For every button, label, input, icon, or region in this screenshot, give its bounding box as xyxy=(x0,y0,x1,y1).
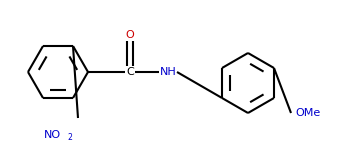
Text: NH: NH xyxy=(160,67,176,77)
Text: O: O xyxy=(126,30,134,40)
Text: 2: 2 xyxy=(67,133,72,143)
Text: C: C xyxy=(126,67,134,77)
Text: NO: NO xyxy=(44,130,61,140)
Text: OMe: OMe xyxy=(295,108,320,118)
